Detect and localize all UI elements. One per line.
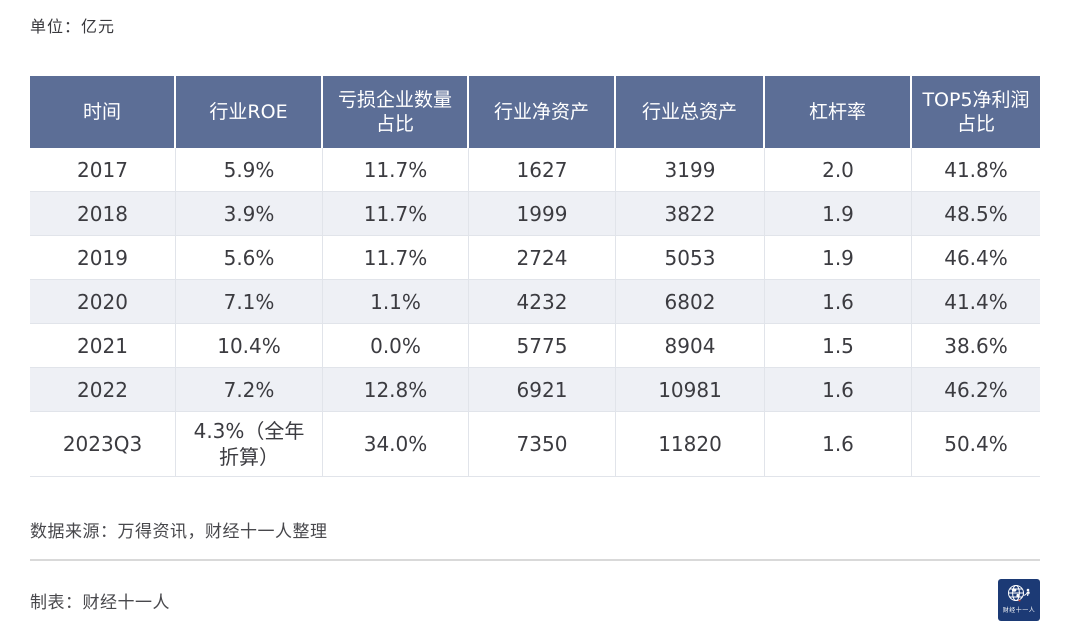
table-cell: 34.0% — [323, 412, 469, 477]
credit-note: 制表：财经十一人 — [30, 592, 170, 613]
table-row: 2021 10.4% 0.0% 5775 8904 1.5 38.6% — [30, 324, 1040, 368]
column-header: 行业净资产 — [469, 76, 616, 148]
table-cell: 1.6 — [765, 280, 912, 324]
table-cell: 46.2% — [912, 368, 1040, 412]
table-cell: 7.1% — [176, 280, 323, 324]
table-cell: 6802 — [616, 280, 765, 324]
table-cell: 1.6 — [765, 368, 912, 412]
table-cell: 50.4% — [912, 412, 1040, 477]
table-cell: 7.2% — [176, 368, 323, 412]
table-cell: 48.5% — [912, 192, 1040, 236]
column-header: 时间 — [30, 76, 176, 148]
table-cell: 2019 — [30, 236, 176, 280]
table-cell: 11820 — [616, 412, 765, 477]
table-cell: 5.6% — [176, 236, 323, 280]
table-cell: 2021 — [30, 324, 176, 368]
logo-text: 财经十一人 — [1002, 607, 1036, 614]
table-cell: 2.0 — [765, 148, 912, 192]
table-cell: 3822 — [616, 192, 765, 236]
table-row: 2020 7.1% 1.1% 4232 6802 1.6 41.4% — [30, 280, 1040, 324]
table-cell: 1999 — [469, 192, 616, 236]
column-header: 亏损企业数量占比 — [323, 76, 469, 148]
table-body: 2017 5.9% 11.7% 1627 3199 2.0 41.8% 2018 3.9% 11.… — [30, 148, 1040, 477]
table-cell: 1.5 — [765, 324, 912, 368]
table-cell: 1.1% — [323, 280, 469, 324]
table-cell: 4.3%（全年折算） — [176, 412, 323, 477]
table-cell: 41.8% — [912, 148, 1040, 192]
table-row: 2023Q3 4.3%（全年折算） 34.0% 7350 11820 1.6 50.4% — [30, 412, 1040, 477]
unit-label: 单位：亿元 — [30, 17, 116, 36]
industry-data-table: 时间 行业ROE 亏损企业数量占比 行业净资产 行业总资产 杠杆率 TOP5净利润占比 20… — [30, 76, 1040, 477]
table-row: 2018 3.9% 11.7% 1999 3822 1.9 48.5% — [30, 192, 1040, 236]
table-cell: 5775 — [469, 324, 616, 368]
table-cell: 12.8% — [323, 368, 469, 412]
table-cell: 11.7% — [323, 192, 469, 236]
table-cell: 10.4% — [176, 324, 323, 368]
credit-row: 制表：财经十一人 — [30, 579, 1040, 621]
table-cell: 2023Q3 — [30, 412, 176, 477]
table-cell: 5.9% — [176, 148, 323, 192]
table-cell: 11.7% — [323, 148, 469, 192]
table-cell: 3199 — [616, 148, 765, 192]
column-header: TOP5净利润占比 — [912, 76, 1040, 148]
divider-line — [30, 559, 1040, 561]
table-cell: 38.6% — [912, 324, 1040, 368]
table-cell: 2018 — [30, 192, 176, 236]
caijing-logo: 财经十一人 — [998, 579, 1040, 621]
column-header: 行业总资产 — [616, 76, 765, 148]
table-row: 2022 7.2% 12.8% 6921 10981 1.6 46.2% — [30, 368, 1040, 412]
table-cell: 46.4% — [912, 236, 1040, 280]
table-cell: 2724 — [469, 236, 616, 280]
table-header: 时间 行业ROE 亏损企业数量占比 行业净资产 行业总资产 杠杆率 TOP5净利润占比 — [30, 76, 1040, 148]
data-source-note: 数据来源：万得资讯，财经十一人整理 — [30, 522, 328, 542]
article-figure: 单位：亿元 时间 行业ROE 亏损企业数量占比 行业净资产 行业总资产 杠杆率 TOP5净利… — [30, 17, 1040, 621]
column-header: 杠杆率 — [765, 76, 912, 148]
table-row: 2017 5.9% 11.7% 1627 3199 2.0 41.8% — [30, 148, 1040, 192]
table-cell: 5053 — [616, 236, 765, 280]
table-cell: 1.9 — [765, 236, 912, 280]
table-cell: 11.7% — [323, 236, 469, 280]
table-cell: 2020 — [30, 280, 176, 324]
table-cell: 41.4% — [912, 280, 1040, 324]
globe-icon — [1006, 583, 1032, 607]
table-cell: 10981 — [616, 368, 765, 412]
table-cell: 2017 — [30, 148, 176, 192]
table-cell: 1627 — [469, 148, 616, 192]
table-cell: 4232 — [469, 280, 616, 324]
table-cell: 7350 — [469, 412, 616, 477]
table-cell: 6921 — [469, 368, 616, 412]
table-cell: 2022 — [30, 368, 176, 412]
column-header: 行业ROE — [176, 76, 323, 148]
table-cell: 3.9% — [176, 192, 323, 236]
table-cell: 0.0% — [323, 324, 469, 368]
header-row: 时间 行业ROE 亏损企业数量占比 行业净资产 行业总资产 杠杆率 TOP5净利润占比 — [30, 76, 1040, 148]
table-cell: 8904 — [616, 324, 765, 368]
table-cell: 1.9 — [765, 192, 912, 236]
table-cell: 1.6 — [765, 412, 912, 477]
table-row: 2019 5.6% 11.7% 2724 5053 1.9 46.4% — [30, 236, 1040, 280]
